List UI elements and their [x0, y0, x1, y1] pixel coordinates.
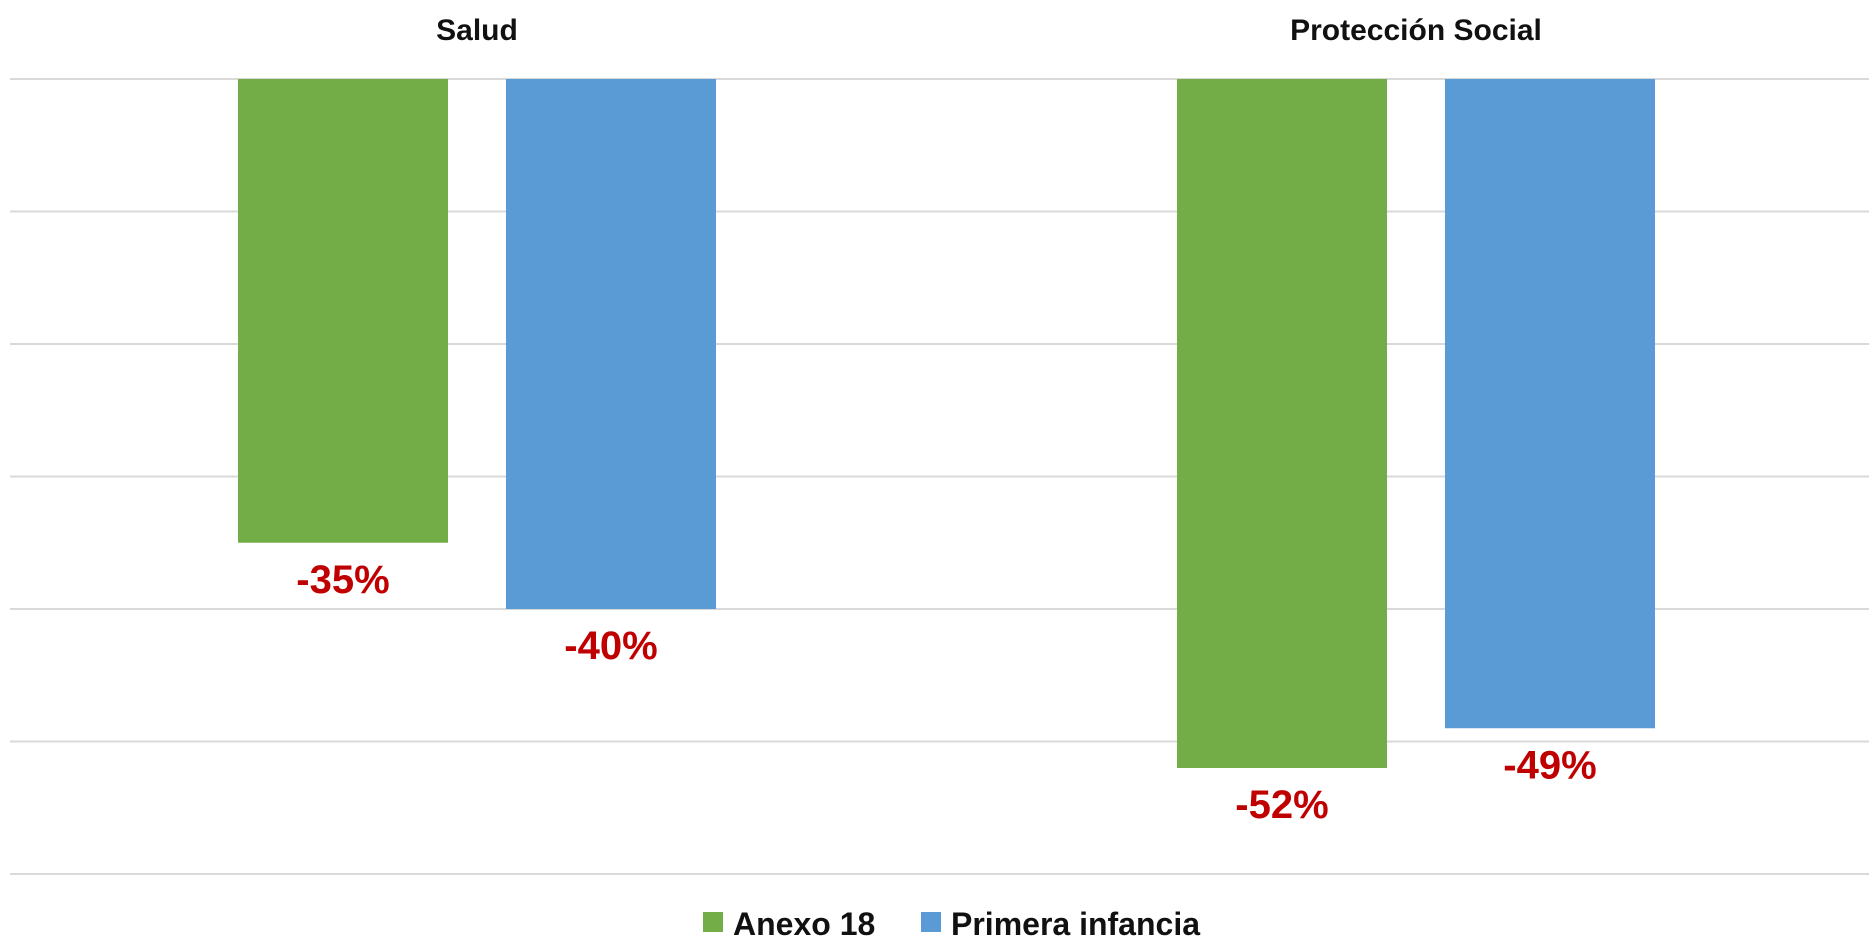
bar-primera-infancia-0 [506, 79, 716, 609]
data-label: -49% [1503, 743, 1596, 787]
legend-swatch [921, 912, 941, 932]
data-labels: -35% -52% -40% -49% [296, 558, 1596, 827]
legend-label: Anexo 18 [733, 906, 875, 942]
category-labels: Salud Protección Social [436, 14, 1542, 47]
legend-label: Primera infancia [951, 906, 1200, 942]
legend-swatch [703, 912, 723, 932]
data-label: -35% [296, 558, 389, 602]
bars [238, 79, 1655, 768]
legend: Anexo 18 Primera infancia [703, 906, 1200, 942]
bar-primera-infancia-1 [1445, 79, 1655, 729]
category-label: Salud [436, 14, 518, 47]
category-label: Protección Social [1290, 14, 1542, 47]
data-label: -40% [564, 624, 657, 668]
bar-anexo-18-1 [1177, 79, 1387, 768]
bar-anexo-18-0 [238, 79, 448, 543]
data-label: -52% [1235, 783, 1328, 827]
